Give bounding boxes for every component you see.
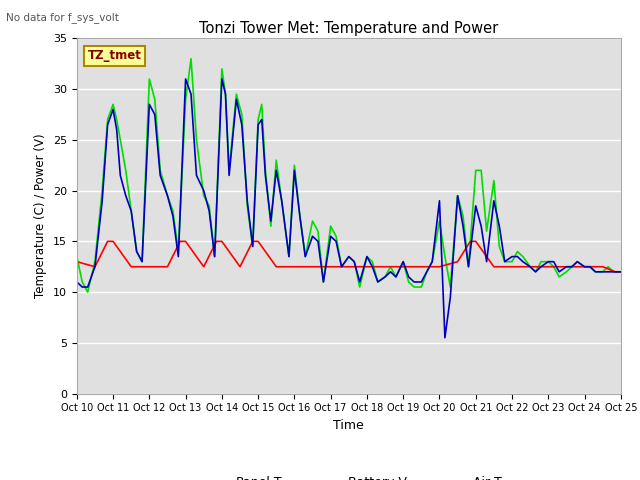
Panel T [73, 254, 81, 260]
Battery V [200, 264, 207, 270]
Battery V [145, 264, 153, 270]
Air T [164, 193, 172, 199]
Battery V [291, 264, 298, 270]
Battery V [611, 269, 619, 275]
Battery V [164, 264, 172, 270]
Air T [73, 279, 81, 285]
Air T [617, 269, 625, 275]
Battery V [575, 264, 583, 270]
Battery V [104, 239, 111, 244]
Battery V [218, 239, 226, 244]
Battery V [399, 264, 407, 270]
Battery V [563, 264, 570, 270]
Battery V [599, 264, 607, 270]
Battery V [430, 264, 438, 270]
Battery V [285, 264, 293, 270]
Battery V [472, 239, 479, 244]
Battery V [254, 239, 262, 244]
Air T [399, 259, 407, 264]
Title: Tonzi Tower Met: Temperature and Power: Tonzi Tower Met: Temperature and Power [199, 21, 499, 36]
Battery V [358, 264, 365, 270]
Battery V [127, 264, 135, 270]
Battery V [617, 269, 625, 275]
Air T [182, 76, 189, 82]
Battery V [545, 264, 552, 270]
Battery V [182, 239, 189, 244]
Battery V [508, 264, 516, 270]
Text: No data for f_sys_volt: No data for f_sys_volt [6, 12, 119, 23]
Battery V [249, 239, 257, 244]
Air T [218, 76, 226, 82]
Battery V [363, 264, 371, 270]
Battery V [381, 264, 389, 270]
Panel T [187, 56, 195, 61]
Battery V [490, 264, 498, 270]
Battery V [503, 264, 511, 270]
Battery V [467, 239, 474, 244]
Battery V [345, 264, 353, 270]
Battery V [417, 264, 425, 270]
Air T [490, 198, 498, 204]
Battery V [236, 264, 244, 270]
Panel T [285, 254, 293, 260]
Battery V [140, 264, 148, 270]
Battery V [273, 264, 280, 270]
Line: Air T: Air T [77, 79, 621, 338]
Battery V [321, 264, 329, 270]
Panel T [405, 279, 413, 285]
Panel T [169, 208, 177, 214]
Panel T [221, 91, 229, 97]
Battery V [526, 264, 534, 270]
Battery V [308, 264, 316, 270]
Legend: Panel T, Battery V, Air T: Panel T, Battery V, Air T [190, 471, 508, 480]
Battery V [109, 239, 117, 244]
X-axis label: Time: Time [333, 419, 364, 432]
Air T [441, 335, 449, 341]
Battery V [454, 259, 461, 264]
Text: TZ_tmet: TZ_tmet [88, 49, 141, 62]
Battery V [212, 239, 220, 244]
Battery V [177, 239, 184, 244]
Battery V [327, 264, 335, 270]
Air T [278, 198, 285, 204]
Air T [296, 213, 304, 219]
Battery V [394, 264, 402, 270]
Battery V [73, 259, 81, 264]
Battery V [91, 264, 99, 270]
Battery V [436, 264, 444, 270]
Panel T [490, 178, 498, 183]
Y-axis label: Temperature (C) / Power (V): Temperature (C) / Power (V) [35, 134, 47, 298]
Panel T [617, 269, 625, 275]
Battery V [580, 264, 588, 270]
Line: Panel T: Panel T [77, 59, 621, 292]
Battery V [539, 264, 547, 270]
Panel T [84, 289, 92, 295]
Line: Battery V: Battery V [77, 241, 621, 272]
Panel T [301, 254, 309, 260]
